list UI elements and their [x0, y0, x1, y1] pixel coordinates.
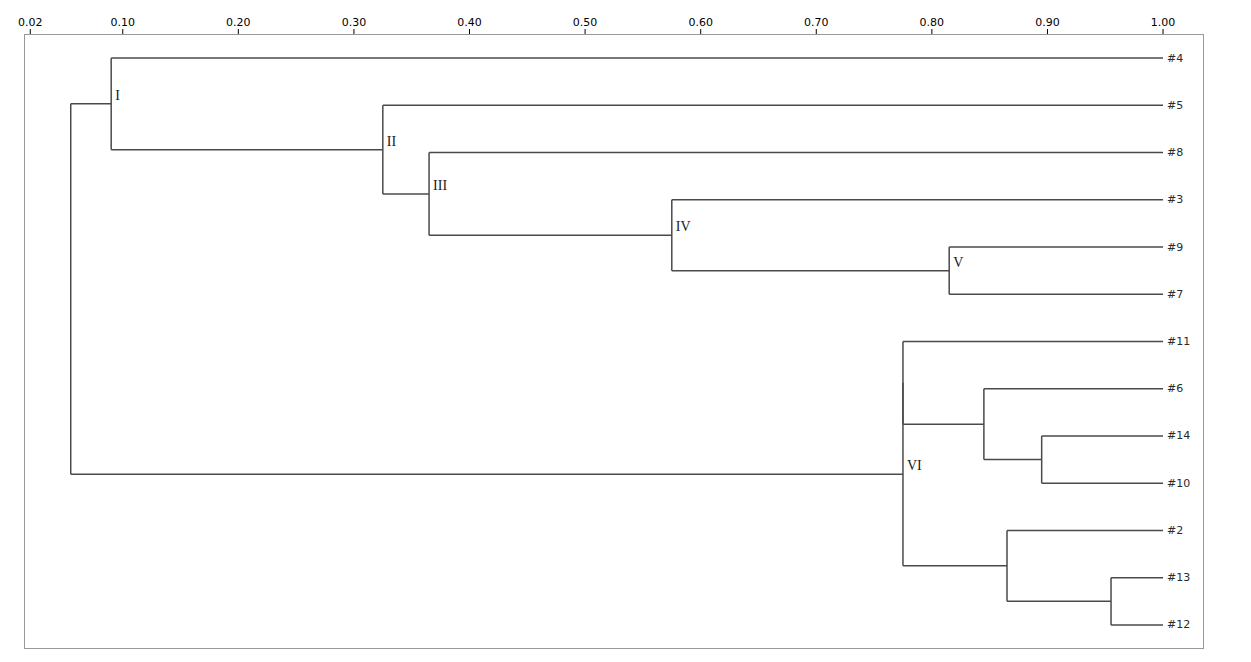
svg-text:VI: VI	[907, 458, 922, 473]
svg-text:#11: #11	[1167, 335, 1190, 348]
svg-text:0.90: 0.90	[1035, 16, 1060, 29]
svg-text:0.30: 0.30	[342, 16, 367, 29]
svg-text:1.00: 1.00	[1151, 16, 1176, 29]
svg-text:IV: IV	[676, 219, 691, 234]
svg-text:V: V	[953, 255, 963, 270]
svg-text:0.50: 0.50	[573, 16, 598, 29]
svg-text:#3: #3	[1167, 193, 1183, 206]
svg-text:#13: #13	[1167, 571, 1190, 584]
svg-text:0.10: 0.10	[111, 16, 136, 29]
svg-text:#10: #10	[1167, 477, 1190, 490]
svg-text:0.70: 0.70	[804, 16, 829, 29]
svg-text:#14: #14	[1167, 429, 1190, 442]
svg-text:#7: #7	[1167, 288, 1183, 301]
svg-text:#8: #8	[1167, 146, 1183, 159]
svg-text:#5: #5	[1167, 99, 1183, 112]
svg-text:0.80: 0.80	[920, 16, 945, 29]
svg-text:II: II	[387, 134, 397, 149]
svg-text:0.02: 0.02	[18, 16, 43, 29]
svg-text:0.20: 0.20	[226, 16, 251, 29]
svg-text:#12: #12	[1167, 618, 1190, 631]
svg-text:#2: #2	[1167, 524, 1183, 537]
svg-text:#9: #9	[1167, 241, 1183, 254]
svg-text:I: I	[115, 88, 120, 103]
svg-text:0.40: 0.40	[457, 16, 482, 29]
svg-text:#6: #6	[1167, 382, 1183, 395]
svg-text:III: III	[433, 178, 447, 193]
svg-text:0.60: 0.60	[688, 16, 713, 29]
svg-text:#4: #4	[1167, 52, 1183, 65]
